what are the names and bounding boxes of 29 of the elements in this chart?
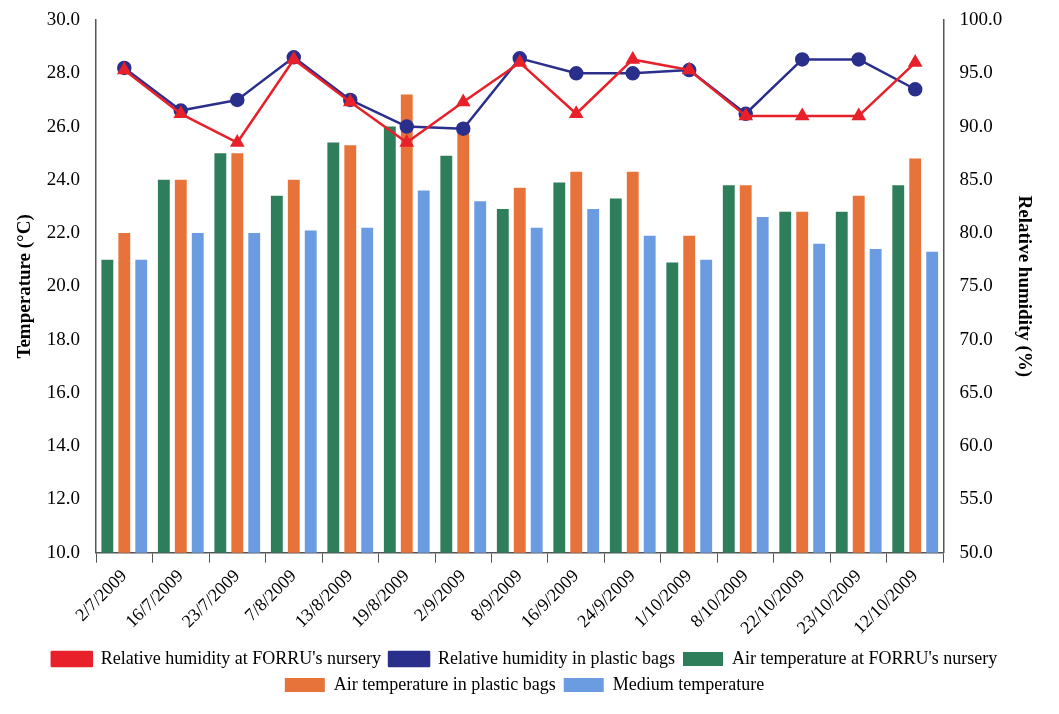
y-tick-label: 26.0 — [46, 114, 81, 136]
y-tick-label: 18.0 — [46, 327, 81, 349]
legend-label: Relative humidity at FORRU's nursery — [100, 647, 382, 668]
y2-tick-label: 80.0 — [959, 221, 993, 243]
y-tick-label: 12.0 — [46, 487, 81, 509]
y-tick-label: 24.0 — [46, 167, 81, 189]
y2-tick-label: 55.0 — [959, 487, 993, 509]
y2-tick-label: 100.0 — [959, 7, 1003, 29]
y-tick-label: 28.0 — [46, 61, 81, 83]
y-tick-label: 14.0 — [46, 434, 81, 456]
y2-tick-label: 65.0 — [959, 380, 993, 402]
y2-tick-label: 60.0 — [959, 434, 993, 456]
y2-tick-label: 50.0 — [959, 540, 993, 562]
y-tick-label: 22.0 — [46, 221, 81, 243]
y2-tick-label: 95.0 — [959, 61, 993, 83]
y-tick-label: 10.0 — [46, 540, 81, 562]
y2-axis-title: Relative humidity (%) — [1013, 195, 1036, 378]
y-axis-title: Temperature (°C) — [13, 214, 36, 359]
legend-label: Air temperature in plastic bags — [333, 673, 556, 694]
legend-label: Relative humidity in plastic bags — [438, 647, 676, 668]
y-tick-label: 16.0 — [46, 380, 81, 402]
y2-tick-label: 85.0 — [959, 167, 993, 189]
y2-tick-label: 90.0 — [959, 114, 993, 136]
y-tick-label: 30.0 — [46, 7, 81, 29]
y2-tick-label: 70.0 — [959, 327, 993, 349]
legend-label: Air temperature at FORRU's nursery — [732, 647, 998, 668]
legend-label: Medium temperature — [612, 673, 765, 694]
y2-tick-label: 75.0 — [959, 274, 993, 296]
y-tick-label: 20.0 — [46, 274, 81, 296]
